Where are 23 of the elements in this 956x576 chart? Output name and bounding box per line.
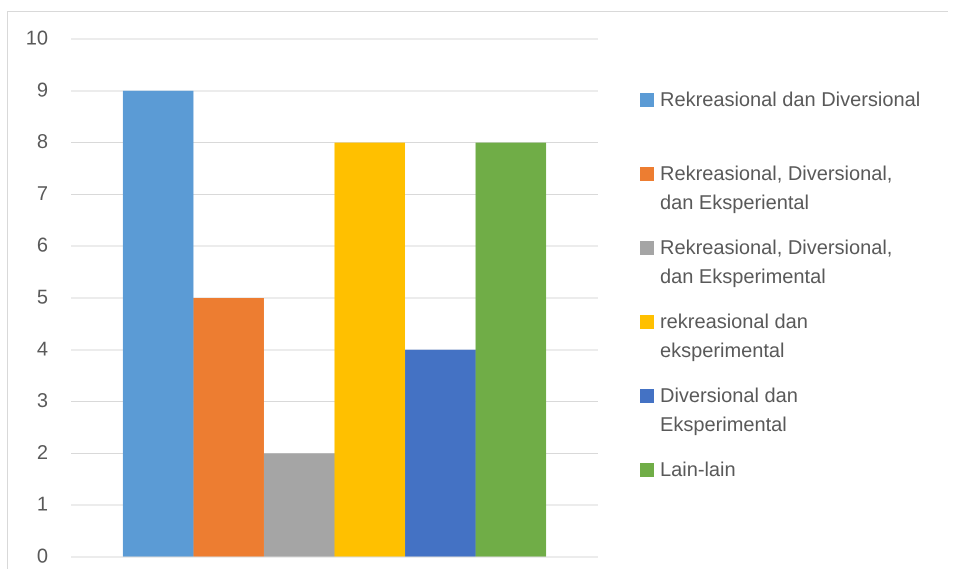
y-tick-label: 6 <box>36 234 48 257</box>
y-tick-label: 0 <box>36 546 48 568</box>
legend-label: Lain-lain <box>660 458 737 482</box>
bar <box>193 298 264 556</box>
bar <box>476 142 546 556</box>
legend-label: Rekreasional dan Diversional <box>660 88 922 112</box>
y-tick-label: 4 <box>36 338 48 360</box>
y-tick-label: 10 <box>26 28 48 50</box>
y-tick-label: 7 <box>36 182 48 205</box>
y-tick-label: 9 <box>36 79 48 102</box>
y-tick-label: 2 <box>36 442 48 464</box>
legend-label: Rekreasional, Diversional, dan Eksperimental <box>660 236 894 290</box>
y-tick-label: 5 <box>36 286 48 309</box>
bar <box>334 142 406 556</box>
bar <box>264 453 334 556</box>
bar <box>122 90 194 556</box>
bar <box>405 350 476 556</box>
y-tick-label: 1 <box>36 494 48 516</box>
y-tick-label: 8 <box>36 131 48 154</box>
legend-label: Diversional dan Eksperimental <box>660 384 799 438</box>
legend-label: Rekreasional, Diversional, dan Eksperiental <box>660 162 894 216</box>
legend-label: rekreasional dan eksperimental <box>660 310 809 364</box>
y-tick-label: 3 <box>36 390 48 412</box>
